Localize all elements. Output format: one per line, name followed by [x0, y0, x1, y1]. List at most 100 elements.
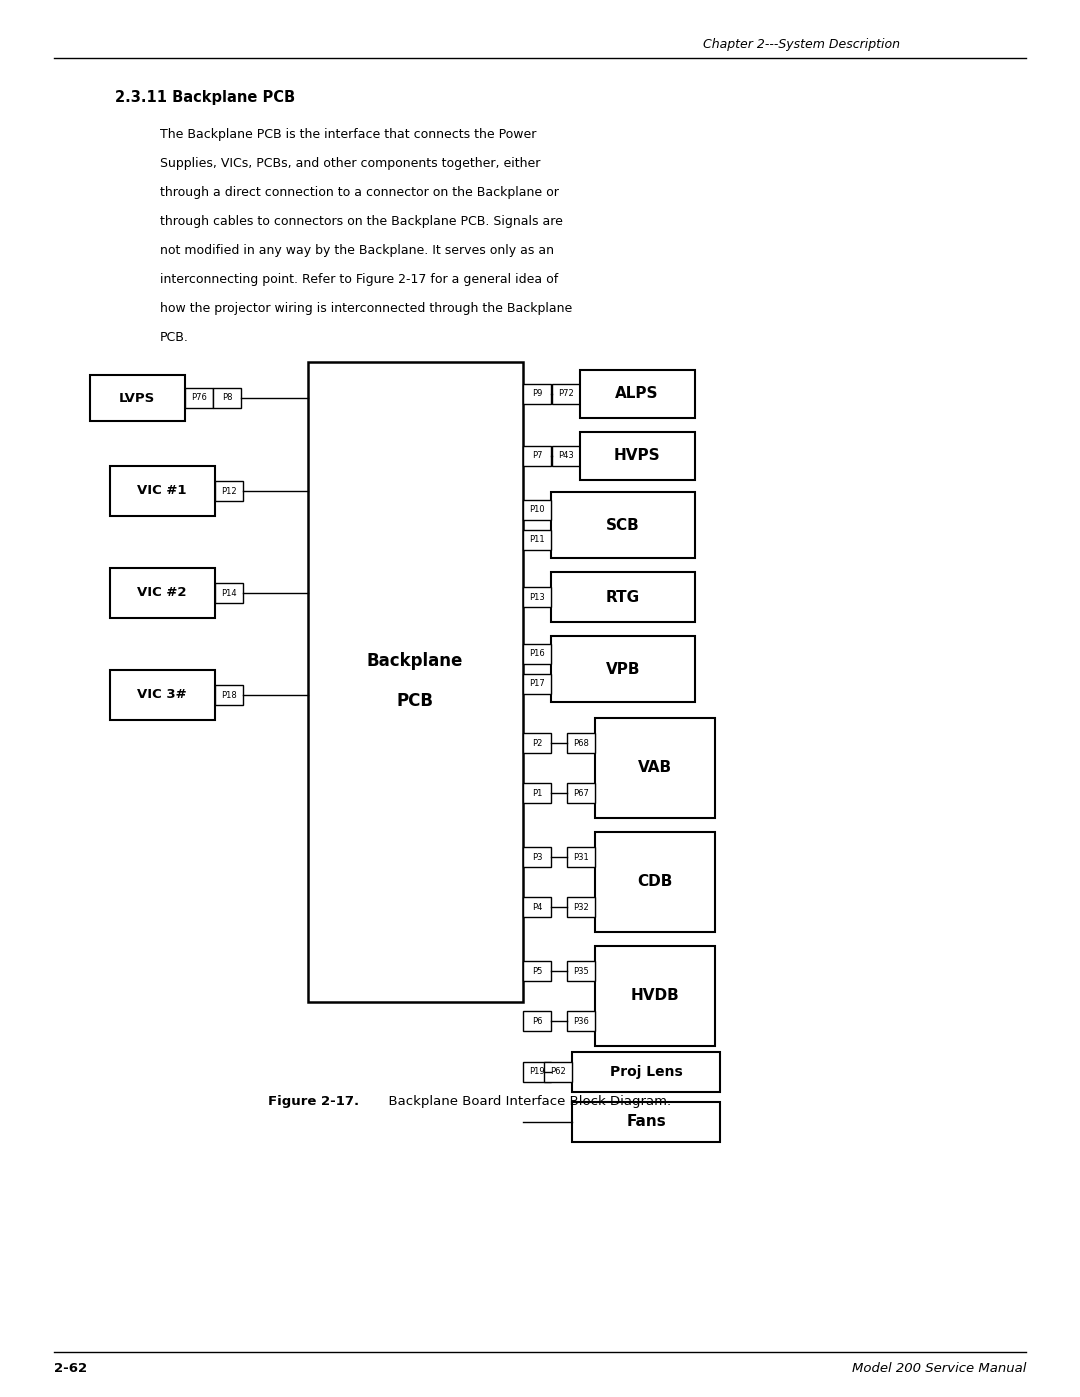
Text: P6: P6: [531, 1017, 542, 1025]
Bar: [110, 671, 215, 719]
Bar: [580, 432, 696, 481]
Text: P19: P19: [529, 1067, 544, 1077]
Bar: [523, 500, 551, 520]
Text: HVPS: HVPS: [613, 448, 660, 464]
Text: VAB: VAB: [638, 760, 672, 775]
Bar: [552, 384, 580, 404]
Text: P12: P12: [221, 486, 237, 496]
Text: not modified in any way by the Backplane. It serves only as an: not modified in any way by the Backplane…: [160, 244, 554, 257]
Text: P8: P8: [221, 394, 232, 402]
Bar: [567, 733, 595, 753]
Text: VIC 3#: VIC 3#: [137, 689, 187, 701]
Text: through cables to connectors on the Backplane PCB. Signals are: through cables to connectors on the Back…: [160, 215, 563, 228]
Bar: [523, 446, 551, 467]
Text: P18: P18: [221, 690, 237, 700]
Text: Backplane Board Interface Block Diagram.: Backplane Board Interface Block Diagram.: [380, 1095, 671, 1108]
Text: P10: P10: [529, 506, 544, 514]
Bar: [523, 1011, 551, 1031]
Bar: [551, 571, 696, 622]
Bar: [213, 388, 241, 408]
Text: how the projector wiring is interconnected through the Backplane: how the projector wiring is interconnect…: [160, 302, 572, 314]
Text: interconnecting point. Refer to Figure 2-17 for a general idea of: interconnecting point. Refer to Figure 2…: [160, 272, 558, 286]
Bar: [215, 481, 243, 502]
Bar: [567, 897, 595, 916]
Bar: [523, 587, 551, 608]
Bar: [523, 782, 551, 803]
Text: P32: P32: [573, 902, 589, 911]
Bar: [551, 492, 696, 557]
Text: P9: P9: [531, 390, 542, 398]
Text: SCB: SCB: [606, 517, 639, 532]
Bar: [523, 897, 551, 916]
Text: Backplane: Backplane: [367, 652, 463, 671]
Text: Figure 2-17.: Figure 2-17.: [268, 1095, 360, 1108]
Text: PCB.: PCB.: [160, 331, 189, 344]
Text: P62: P62: [550, 1067, 566, 1077]
Text: Proj Lens: Proj Lens: [609, 1065, 683, 1078]
Bar: [523, 961, 551, 981]
Text: P13: P13: [529, 592, 545, 602]
Bar: [308, 362, 523, 1002]
Text: HVDB: HVDB: [631, 989, 679, 1003]
Text: P76: P76: [191, 394, 207, 402]
Text: P14: P14: [221, 588, 237, 598]
Bar: [523, 529, 551, 550]
Text: PCB: PCB: [396, 692, 433, 710]
Text: P35: P35: [573, 967, 589, 975]
Bar: [215, 685, 243, 705]
Text: P43: P43: [558, 451, 573, 461]
Text: P3: P3: [531, 852, 542, 862]
Bar: [523, 847, 551, 868]
Bar: [523, 733, 551, 753]
Text: P7: P7: [531, 451, 542, 461]
Text: Supplies, VICs, PCBs, and other components together, either: Supplies, VICs, PCBs, and other componen…: [160, 156, 540, 170]
Bar: [595, 946, 715, 1046]
Text: The Backplane PCB is the interface that connects the Power: The Backplane PCB is the interface that …: [160, 129, 537, 141]
Bar: [595, 718, 715, 819]
Bar: [552, 446, 580, 467]
Bar: [567, 961, 595, 981]
Bar: [567, 782, 595, 803]
Bar: [572, 1102, 720, 1141]
Bar: [523, 673, 551, 694]
Text: P72: P72: [558, 390, 573, 398]
Text: RTG: RTG: [606, 590, 640, 605]
Text: Fans: Fans: [626, 1115, 666, 1130]
Text: P31: P31: [573, 852, 589, 862]
Bar: [110, 467, 215, 515]
Text: P1: P1: [531, 788, 542, 798]
Bar: [523, 1062, 551, 1083]
Text: VIC #1: VIC #1: [137, 485, 187, 497]
Text: CDB: CDB: [637, 875, 673, 890]
Bar: [580, 370, 696, 418]
Text: P36: P36: [573, 1017, 589, 1025]
Text: P16: P16: [529, 650, 545, 658]
Bar: [567, 1011, 595, 1031]
Text: VPB: VPB: [606, 662, 640, 676]
Bar: [544, 1062, 572, 1083]
Text: 2.3.11 Backplane PCB: 2.3.11 Backplane PCB: [114, 89, 295, 105]
Text: LVPS: LVPS: [119, 391, 156, 405]
Bar: [551, 636, 696, 703]
Bar: [595, 833, 715, 932]
Bar: [90, 374, 185, 420]
Text: P17: P17: [529, 679, 545, 689]
Text: P11: P11: [529, 535, 544, 545]
Text: 2-62: 2-62: [54, 1362, 87, 1375]
Text: Model 200 Service Manual: Model 200 Service Manual: [852, 1362, 1026, 1375]
Bar: [572, 1052, 720, 1092]
Text: P68: P68: [573, 739, 589, 747]
Bar: [185, 388, 213, 408]
Text: P5: P5: [531, 967, 542, 975]
Bar: [523, 384, 551, 404]
Bar: [110, 569, 215, 617]
Text: Chapter 2---System Description: Chapter 2---System Description: [703, 38, 900, 52]
Bar: [523, 644, 551, 664]
Text: P67: P67: [573, 788, 589, 798]
Bar: [567, 847, 595, 868]
Text: P2: P2: [531, 739, 542, 747]
Text: ALPS: ALPS: [616, 387, 659, 401]
Bar: [215, 583, 243, 604]
Text: VIC #2: VIC #2: [137, 587, 187, 599]
Text: P4: P4: [531, 902, 542, 911]
